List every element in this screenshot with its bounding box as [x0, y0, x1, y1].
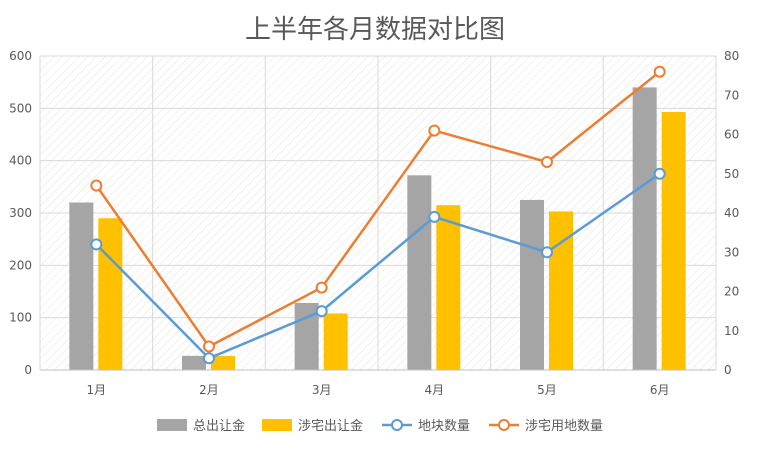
legend-swatch [262, 419, 292, 431]
legend-label: 总出让金 [193, 418, 245, 434]
line-point-marker [541, 246, 553, 259]
y-right-tick-label: 80 [724, 49, 739, 63]
y-left-tick-label: 400 [9, 154, 32, 168]
y-left-tick-label: 500 [9, 101, 32, 115]
x-tick-label: 4月 [425, 383, 445, 397]
y-right-tick-label: 10 [724, 324, 739, 338]
x-tick-label: 1月 [87, 383, 107, 397]
y-right-tick-label: 30 [724, 245, 739, 259]
legend-marker [498, 419, 510, 431]
y-left-tick-label: 300 [9, 206, 32, 220]
bar-total [632, 87, 657, 371]
x-tick-label: 5月 [537, 383, 557, 397]
line-point-marker [428, 124, 441, 137]
line-point-marker [203, 340, 215, 353]
x-tick-label: 6月 [650, 383, 670, 397]
bar-residential [436, 205, 461, 370]
line-point-marker [315, 281, 328, 294]
bar-total [407, 175, 432, 370]
y-right-tick-label: 50 [724, 167, 739, 181]
x-tick-label: 2月 [199, 383, 219, 397]
y-left-tick-label: 600 [9, 49, 32, 63]
bar-residential [211, 355, 235, 370]
bar-residential [98, 218, 123, 370]
legend-label: 地块数量 [418, 419, 470, 434]
line-parcel-count [95, 172, 661, 360]
line-point-marker [90, 238, 103, 251]
y-axis-right: 0 10 20 30 40 50 60 70 80 [724, 49, 739, 377]
bar-residential [323, 313, 348, 370]
line-point-marker [541, 155, 553, 168]
line-point-marker [90, 179, 103, 192]
x-axis: 1月 2月 3月 4月 5月 6月 [40, 369, 716, 397]
y-left-tick-label: 200 [9, 258, 32, 272]
bar-series [69, 87, 686, 371]
line-point-marker [428, 210, 441, 223]
chart-title: 上半年各月数据对比图 [245, 15, 505, 45]
line-point-marker [653, 167, 666, 180]
legend-label: 涉宅出让金 [298, 418, 363, 434]
y-right-tick-label: 40 [724, 206, 739, 220]
bar-total [520, 199, 544, 370]
bar-total [182, 355, 206, 370]
y-right-tick-label: 0 [724, 363, 732, 377]
legend-marker [391, 419, 403, 431]
legend: 总出让金 涉宅出让金 地块数量 涉宅用地数量 [157, 418, 603, 434]
y-right-tick-label: 20 [724, 285, 739, 299]
line-series [90, 65, 666, 365]
line-point-marker [203, 352, 215, 365]
line-point-marker [315, 305, 328, 318]
legend-label: 涉宅用地数量 [525, 419, 603, 434]
bar-total [69, 202, 94, 370]
y-right-tick-label: 70 [724, 88, 739, 102]
legend-swatch [157, 419, 187, 431]
y-left-tick-label: 100 [9, 311, 32, 325]
x-tick-label: 3月 [312, 383, 332, 397]
y-left-tick-label: 0 [24, 363, 32, 377]
y-right-tick-label: 60 [724, 128, 739, 142]
line-point-marker [653, 65, 666, 78]
bar-residential [661, 111, 686, 370]
line-residential-parcel-count [95, 70, 661, 349]
y-axis-left: 0 100 200 300 400 500 600 [9, 49, 32, 377]
